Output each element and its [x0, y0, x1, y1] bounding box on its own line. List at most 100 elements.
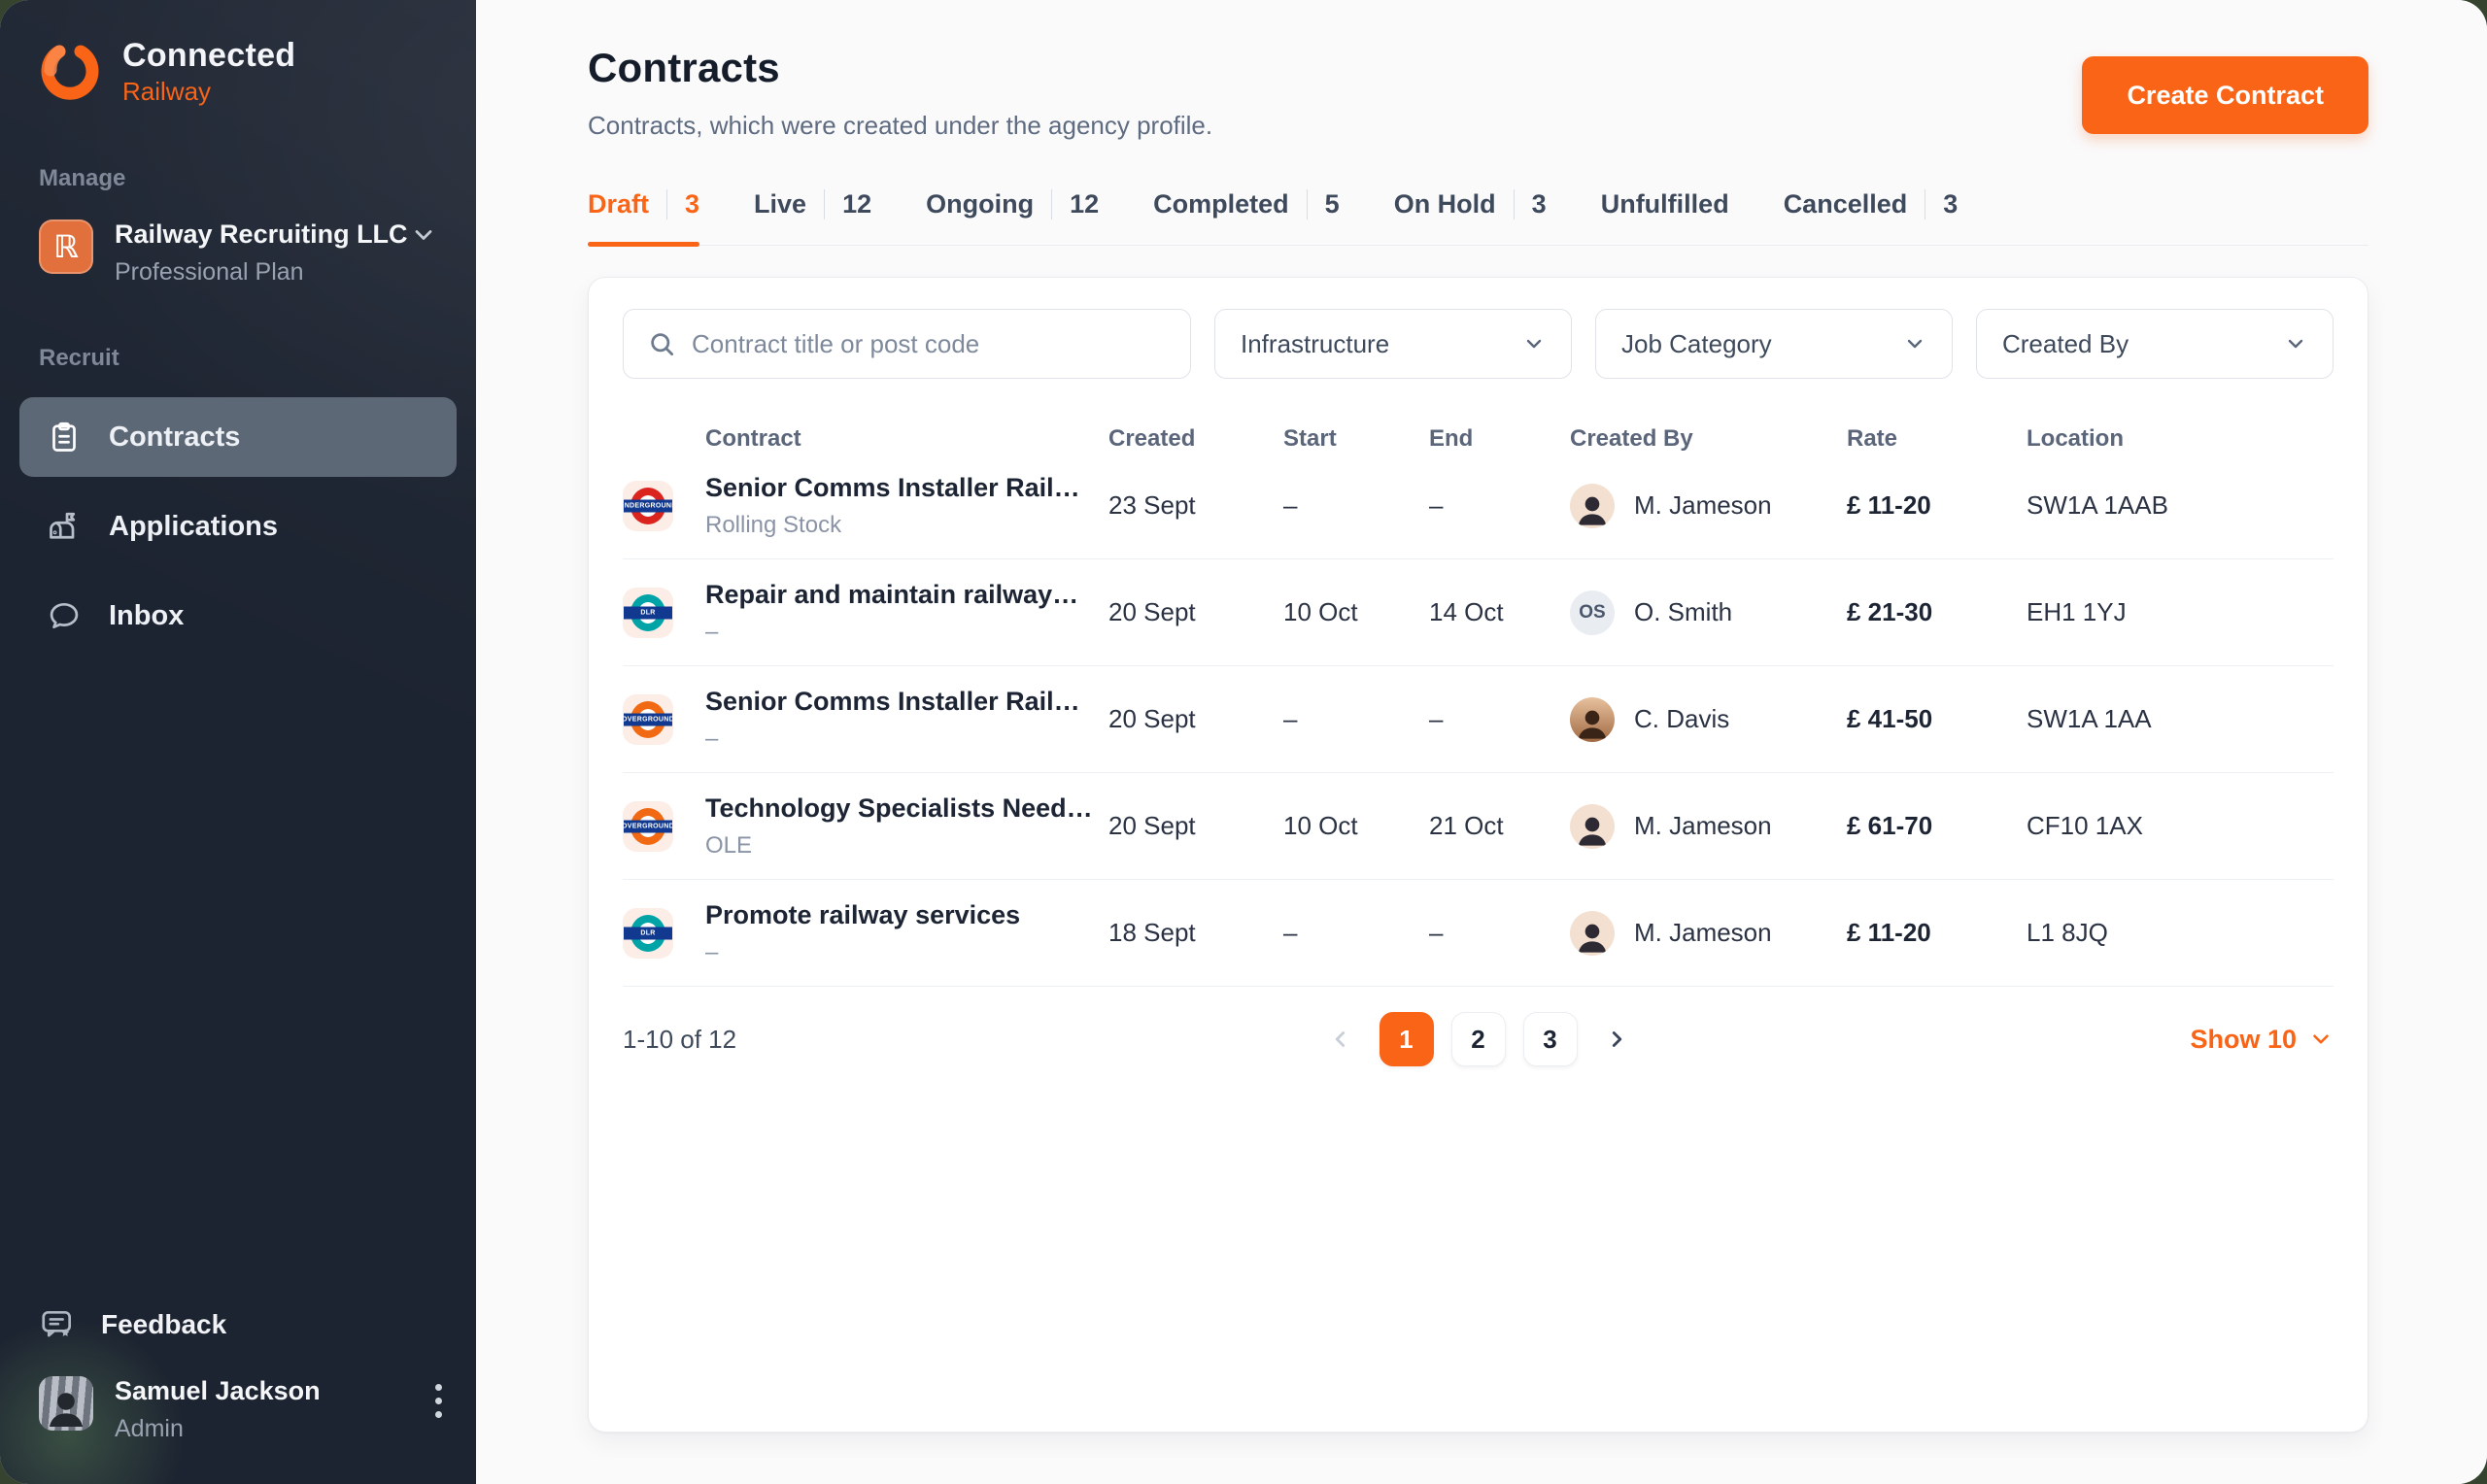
cell-created-by: C. Davis	[1570, 696, 1847, 742]
tab-label: On Hold	[1393, 189, 1496, 219]
tab-cancelled[interactable]: Cancelled 3	[1784, 189, 1958, 245]
contract-subtitle: –	[705, 618, 719, 645]
cell-end: –	[1429, 918, 1444, 947]
page-button[interactable]: 3	[1522, 1012, 1578, 1066]
tab-ongoing[interactable]: Ongoing 12	[926, 189, 1099, 245]
tab-label: Live	[754, 189, 807, 219]
sidebar: Connected Railway Manage ℝ Railway Recru…	[0, 0, 476, 1484]
filter-dropdown[interactable]: Infrastructure	[1214, 309, 1572, 379]
table-row[interactable]: DLR Promote railway services – 18 Sept –…	[623, 880, 2334, 987]
tab-completed[interactable]: Completed 5	[1153, 189, 1340, 245]
filters-bar: Infrastructure Job Category Created By	[623, 309, 2334, 379]
filter-dropdown[interactable]: Job Category	[1595, 309, 1953, 379]
column-header: Location	[2027, 425, 2124, 452]
search-box[interactable]	[623, 309, 1191, 379]
chevron-down-icon	[2313, 1034, 2329, 1044]
brand-logo-icon	[41, 45, 99, 100]
sidebar-nav: Contracts Applications Inbox	[19, 397, 457, 656]
chevron-down-icon	[415, 229, 432, 240]
tab-on-hold[interactable]: On Hold 3	[1394, 189, 1547, 245]
dropdown-label: Infrastructure	[1241, 328, 1390, 358]
column-header: Created By	[1570, 425, 1693, 452]
chevron-left-icon	[1335, 1031, 1345, 1047]
cell-start: –	[1283, 704, 1298, 733]
contract-subtitle: –	[705, 725, 719, 752]
show-per-page-select[interactable]: Show 10	[2190, 1025, 2334, 1055]
page-subtitle: Contracts, which were created under the …	[588, 111, 1213, 140]
line-badge-icon: DLR	[623, 587, 673, 638]
creator-name: M. Jameson	[1634, 918, 1772, 947]
table-body: UNDERGROUND Senior Comms Installer Rail……	[623, 453, 2334, 987]
page-button[interactable]: 1	[1379, 1012, 1434, 1066]
cell-contract: DLR Promote railway services –	[623, 900, 1108, 966]
creator-avatar	[1570, 803, 1615, 849]
pagination-range: 1-10 of 12	[623, 1024, 737, 1054]
sidebar-item-feedback[interactable]: Feedback	[39, 1306, 437, 1343]
column-header: Start	[1283, 425, 1337, 452]
table-row[interactable]: OVERGROUND Senior Comms Installer Rail… …	[623, 666, 2334, 773]
filter-dropdown[interactable]: Created By	[1976, 309, 2334, 379]
creator-name: C. Davis	[1634, 704, 1730, 733]
sidebar-item-inbox[interactable]: Inbox	[19, 576, 457, 656]
cell-end: 14 Oct	[1429, 597, 1504, 626]
tab-count: 3	[1925, 189, 1958, 219]
tab-unfulfilled[interactable]: Unfulfilled	[1601, 189, 1729, 245]
cell-created-by: OS O. Smith	[1570, 590, 1847, 635]
nav-icon	[47, 509, 82, 544]
tab-count: 3	[1513, 189, 1547, 219]
contract-title: Senior Comms Installer Rail…	[705, 472, 1080, 502]
tab-live[interactable]: Live 12	[754, 189, 871, 245]
company-switcher[interactable]: ℝ Railway Recruiting LLC Professional Pl…	[39, 219, 437, 287]
section-label-recruit: Recruit	[39, 345, 119, 371]
cell-start: 10 Oct	[1283, 597, 1358, 626]
cell-start: –	[1283, 490, 1298, 520]
feedback-label: Feedback	[101, 1309, 227, 1339]
table-row[interactable]: OVERGROUND Technology Specialists Needed…	[623, 773, 2334, 880]
column-header: Contract	[705, 425, 801, 452]
creator-avatar	[1570, 483, 1615, 528]
create-contract-button[interactable]: Create Contract	[2082, 56, 2368, 134]
nav-label: Applications	[109, 510, 279, 542]
user-profile[interactable]: Samuel Jackson Admin	[39, 1376, 442, 1443]
cell-created: 18 Sept	[1108, 918, 1196, 947]
tab-label: Draft	[588, 189, 650, 219]
user-name: Samuel Jackson	[115, 1376, 321, 1405]
dropdown-label: Created By	[2002, 328, 2129, 358]
sidebar-item-contracts[interactable]: Contracts	[19, 397, 457, 477]
cell-created-by: M. Jameson	[1570, 910, 1847, 956]
cell-created: 20 Sept	[1108, 597, 1196, 626]
next-page-button[interactable]	[1595, 1012, 1638, 1066]
tab-draft[interactable]: Draft 3	[588, 189, 700, 247]
cell-created: 20 Sept	[1108, 811, 1196, 840]
cell-created-by: M. Jameson	[1570, 803, 1847, 849]
brand: Connected Railway	[0, 0, 476, 107]
search-input[interactable]	[692, 328, 1167, 359]
page-button[interactable]: 2	[1450, 1012, 1506, 1066]
sidebar-item-applications[interactable]: Applications	[19, 487, 457, 566]
chevron-down-icon	[1526, 339, 1542, 349]
line-badge-icon: OVERGROUND	[623, 800, 673, 852]
prev-page-button[interactable]	[1319, 1012, 1362, 1066]
cell-created: 20 Sept	[1108, 704, 1196, 733]
contract-title: Repair and maintain railway…	[705, 579, 1079, 609]
contract-title: Senior Comms Installer Rail…	[705, 686, 1080, 716]
line-badge-icon: UNDERGROUND	[623, 480, 673, 531]
cell-rate: £ 11-20	[1847, 918, 1931, 947]
line-badge-icon: OVERGROUND	[623, 693, 673, 745]
contract-subtitle: OLE	[705, 831, 753, 859]
cell-created: 23 Sept	[1108, 490, 1196, 520]
tab-label: Unfulfilled	[1600, 189, 1729, 219]
company-logo: ℝ	[39, 219, 93, 274]
tab-count: 3	[666, 189, 699, 219]
company-name: Railway Recruiting LLC	[115, 219, 408, 249]
creator-name: M. Jameson	[1634, 490, 1772, 520]
table-row[interactable]: UNDERGROUND Senior Comms Installer Rail……	[623, 453, 2334, 559]
user-menu-kebab-icon[interactable]	[433, 1384, 443, 1418]
cell-contract: UNDERGROUND Senior Comms Installer Rail……	[623, 473, 1108, 539]
tab-label: Ongoing	[926, 189, 1035, 219]
creator-avatar	[1570, 910, 1615, 956]
cell-end: 21 Oct	[1429, 811, 1504, 840]
table-row[interactable]: DLR Repair and maintain railway… – 20 Se…	[623, 559, 2334, 666]
cell-contract: DLR Repair and maintain railway… –	[623, 580, 1108, 646]
